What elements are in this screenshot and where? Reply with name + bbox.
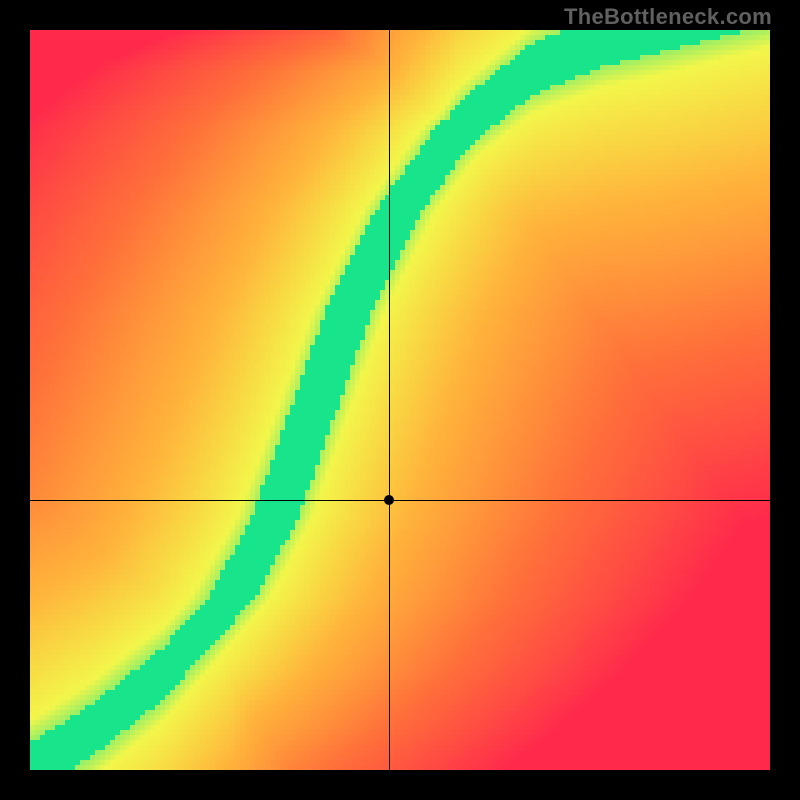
- heatmap-canvas: [30, 30, 770, 770]
- crosshair-horizontal: [30, 500, 770, 501]
- crosshair-marker: [384, 495, 394, 505]
- crosshair-vertical: [389, 30, 390, 770]
- plot-area: [30, 30, 770, 770]
- watermark-text: TheBottleneck.com: [564, 4, 772, 30]
